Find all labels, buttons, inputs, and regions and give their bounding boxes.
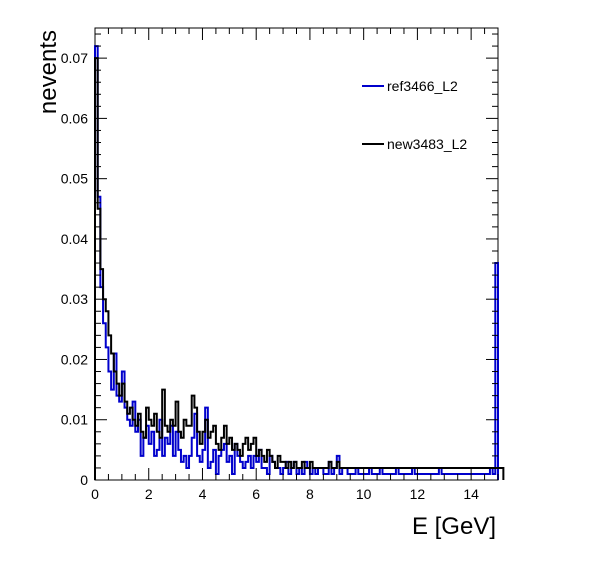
- x-tick-label: 8: [306, 486, 314, 502]
- x-tick-label: 14: [463, 486, 479, 502]
- x-tick-labels: 0 2 4 6 8 10 12 14: [91, 486, 479, 502]
- series-line-ref3466_L2: [94, 45, 499, 480]
- y-tick-label: 0.06: [61, 110, 88, 126]
- x-tick-label: 4: [199, 486, 207, 502]
- legend-label-new3483_L2: new3483_L2: [387, 136, 467, 152]
- y-tick-labels: 0 0.01 0.02 0.03 0.04 0.05 0.06 0.07: [61, 50, 88, 488]
- y-tick-label: 0: [80, 472, 88, 488]
- y-tick-label: 0.01: [61, 412, 88, 428]
- x-tick-label: 6: [252, 486, 260, 502]
- y-tick-label: 0.02: [61, 351, 88, 367]
- series-layer: [94, 45, 505, 480]
- axis-ticks: [94, 28, 499, 481]
- x-tick-label: 2: [145, 486, 153, 502]
- y-tick-label: 0.03: [61, 291, 88, 307]
- legend: ref3466_L2 new3483_L2: [362, 78, 467, 152]
- legend-label-ref3466_L2: ref3466_L2: [387, 78, 458, 94]
- x-axis-title: E [GeV]: [412, 513, 496, 540]
- series-line-new3483_L2: [94, 57, 505, 480]
- y-axis-title: nevents: [35, 30, 62, 114]
- y-tick-label: 0.04: [61, 231, 88, 247]
- x-tick-label: 10: [356, 486, 372, 502]
- x-tick-label: 12: [410, 486, 426, 502]
- x-tick-label: 0: [91, 486, 99, 502]
- y-tick-label: 0.07: [61, 50, 88, 66]
- y-tick-label: 0.05: [61, 171, 88, 187]
